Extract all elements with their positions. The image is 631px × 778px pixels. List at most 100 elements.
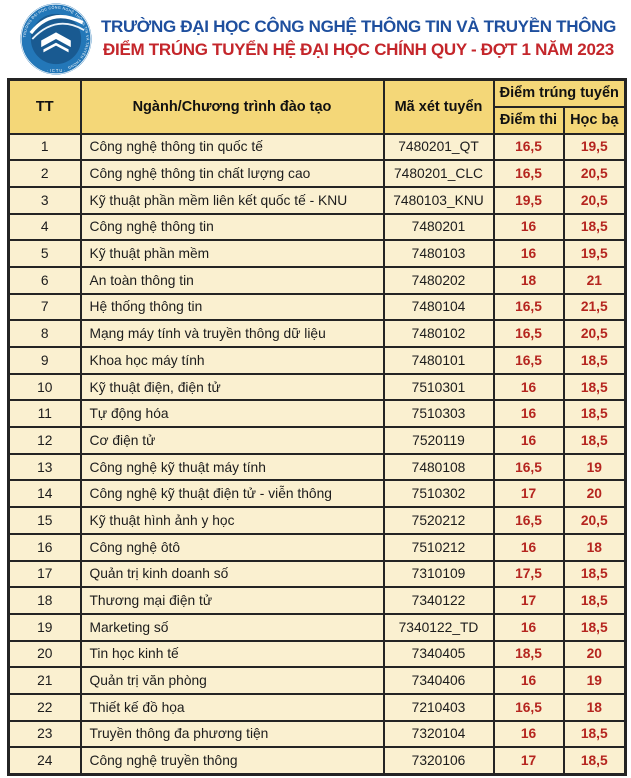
major-name: Công nghệ kỹ thuật máy tính [79, 452, 385, 482]
transcript-score: 18,5 [562, 586, 627, 615]
table-row: 11 Tự động hóa 7510303 16 18,5 [7, 399, 627, 429]
transcript-score: 20,5 [562, 159, 627, 188]
exam-score: 17 [492, 479, 565, 509]
exam-score: 16 [492, 612, 565, 642]
col-header-admission-score: Điểm trúng tuyển [492, 78, 627, 108]
open-book-icon [43, 42, 69, 52]
exam-score: 16 [492, 212, 565, 242]
table-row: 13 Công nghệ kỹ thuật máy tính 7480108 1… [7, 452, 627, 482]
transcript-score: 19,5 [562, 132, 627, 162]
transcript-score: 21,5 [562, 292, 627, 322]
admission-code: 7310109 [382, 559, 495, 589]
admission-code: 7510303 [382, 399, 495, 429]
row-index: 16 [7, 532, 82, 562]
transcript-score: 18 [562, 692, 627, 722]
table-row: 14 Công nghệ kỹ thuật điện tử - viễn thô… [7, 479, 627, 509]
exam-score: 16 [492, 666, 565, 695]
major-name: Thương mại điện tử [79, 586, 385, 615]
exam-score: 16,5 [492, 692, 565, 722]
exam-score: 16,5 [492, 346, 565, 375]
exam-score: 17,5 [492, 559, 565, 589]
exam-score: 16,5 [492, 319, 565, 348]
transcript-score: 19 [562, 666, 627, 695]
row-index: 9 [7, 346, 82, 375]
major-name: Kỹ thuật điện, điện tử [79, 372, 385, 402]
admission-code: 7510212 [382, 532, 495, 562]
admission-code: 7480201_CLC [382, 159, 495, 188]
major-name: Cơ điện tử [79, 426, 385, 455]
row-index: 22 [7, 692, 82, 722]
admission-code: 7520212 [382, 506, 495, 535]
swoosh-icon [31, 22, 85, 40]
major-name: Công nghệ thông tin quốc tế [79, 132, 385, 162]
transcript-score: 18,5 [562, 399, 627, 429]
major-name: Truyền thông đa phương tiện [79, 719, 385, 749]
major-name: Công nghệ kỹ thuật điện tử - viễn thông [79, 479, 385, 509]
major-name: Mạng máy tính và truyền thông dữ liệu [79, 319, 385, 348]
admission-code: 7480103 [382, 239, 495, 268]
table-row: 2 Công nghệ thông tin chất lượng cao 748… [7, 159, 627, 188]
transcript-score: 20,5 [562, 319, 627, 348]
major-name: Kỹ thuật phần mềm [79, 239, 385, 268]
swoosh-icon [29, 14, 84, 34]
table-row: 23 Truyền thông đa phương tiện 7320104 1… [7, 719, 627, 749]
row-index: 3 [7, 185, 82, 215]
admission-code: 7480101 [382, 346, 495, 375]
table-row: 19 Marketing số 7340122_TD 16 18,5 [7, 612, 627, 642]
row-index: 2 [7, 159, 82, 188]
open-book-icon [41, 31, 71, 47]
row-index: 15 [7, 506, 82, 535]
table-row: 7 Hệ thống thông tin 7480104 16,5 21,5 [7, 292, 627, 322]
major-name: Công nghệ truyền thông [79, 746, 385, 775]
exam-score: 16 [492, 239, 565, 268]
row-index: 13 [7, 452, 82, 482]
row-index: 11 [7, 399, 82, 429]
transcript-score: 18,5 [562, 212, 627, 242]
exam-score: 16,5 [492, 159, 565, 188]
row-index: 12 [7, 426, 82, 455]
exam-score: 18 [492, 265, 565, 295]
table-row: 8 Mạng máy tính và truyền thông dữ liệu … [7, 319, 627, 348]
table-row: 21 Quản trị văn phòng 7340406 16 19 [7, 666, 627, 695]
exam-score: 18,5 [492, 639, 565, 669]
exam-score: 16 [492, 372, 565, 402]
document-header: TRƯỜNG ĐẠI HỌC CÔNG NGHỆ THÔNG TIN VÀ TR… [0, 0, 631, 77]
major-name: Kỹ thuật hình ảnh y học [79, 506, 385, 535]
row-index: 20 [7, 639, 82, 669]
transcript-score: 18,5 [562, 559, 627, 589]
exam-score: 16,5 [492, 292, 565, 322]
major-name: Quản trị kinh doanh số [79, 559, 385, 589]
table-row: 10 Kỹ thuật điện, điện tử 7510301 16 18,… [7, 372, 627, 402]
document-titles: TRƯỜNG ĐẠI HỌC CÔNG NGHỆ THÔNG TIN VÀ TR… [96, 16, 625, 62]
university-name: TRƯỜNG ĐẠI HỌC CÔNG NGHỆ THÔNG TIN VÀ TR… [100, 16, 617, 36]
row-index: 19 [7, 612, 82, 642]
table-row: 3 Kỹ thuật phần mềm liên kết quốc tế - K… [7, 185, 627, 215]
col-header-code: Mã xét tuyển [382, 78, 495, 135]
admission-code: 7340406 [382, 666, 495, 695]
admission-code: 7480103_KNU [382, 185, 495, 215]
table-row: 1 Công nghệ thông tin quốc tế 7480201_QT… [7, 132, 627, 162]
admission-code: 7340405 [382, 639, 495, 669]
transcript-score: 21 [562, 265, 627, 295]
transcript-score: 20 [562, 479, 627, 509]
col-header-major: Ngành/Chương trình đào tạo [79, 78, 385, 135]
major-name: Hệ thống thông tin [79, 292, 385, 322]
table-row: 15 Kỹ thuật hình ảnh y học 7520212 16,5 … [7, 506, 627, 535]
row-index: 6 [7, 265, 82, 295]
admission-code: 7510301 [382, 372, 495, 402]
row-index: 5 [7, 239, 82, 268]
transcript-score: 20 [562, 639, 627, 669]
table-row: 9 Khoa học máy tính 7480101 16,5 18,5 [7, 346, 627, 375]
row-index: 21 [7, 666, 82, 695]
transcript-score: 20,5 [562, 506, 627, 535]
transcript-score: 19,5 [562, 239, 627, 268]
major-name: Marketing số [79, 612, 385, 642]
admission-code: 7480102 [382, 319, 495, 348]
transcript-score: 19 [562, 452, 627, 482]
admission-code: 7520119 [382, 426, 495, 455]
transcript-score: 18,5 [562, 612, 627, 642]
admission-code: 7320104 [382, 719, 495, 749]
col-header-exam-score: Điểm thi [492, 105, 565, 135]
major-name: Tự động hóa [79, 399, 385, 429]
admission-code: 7320106 [382, 746, 495, 775]
